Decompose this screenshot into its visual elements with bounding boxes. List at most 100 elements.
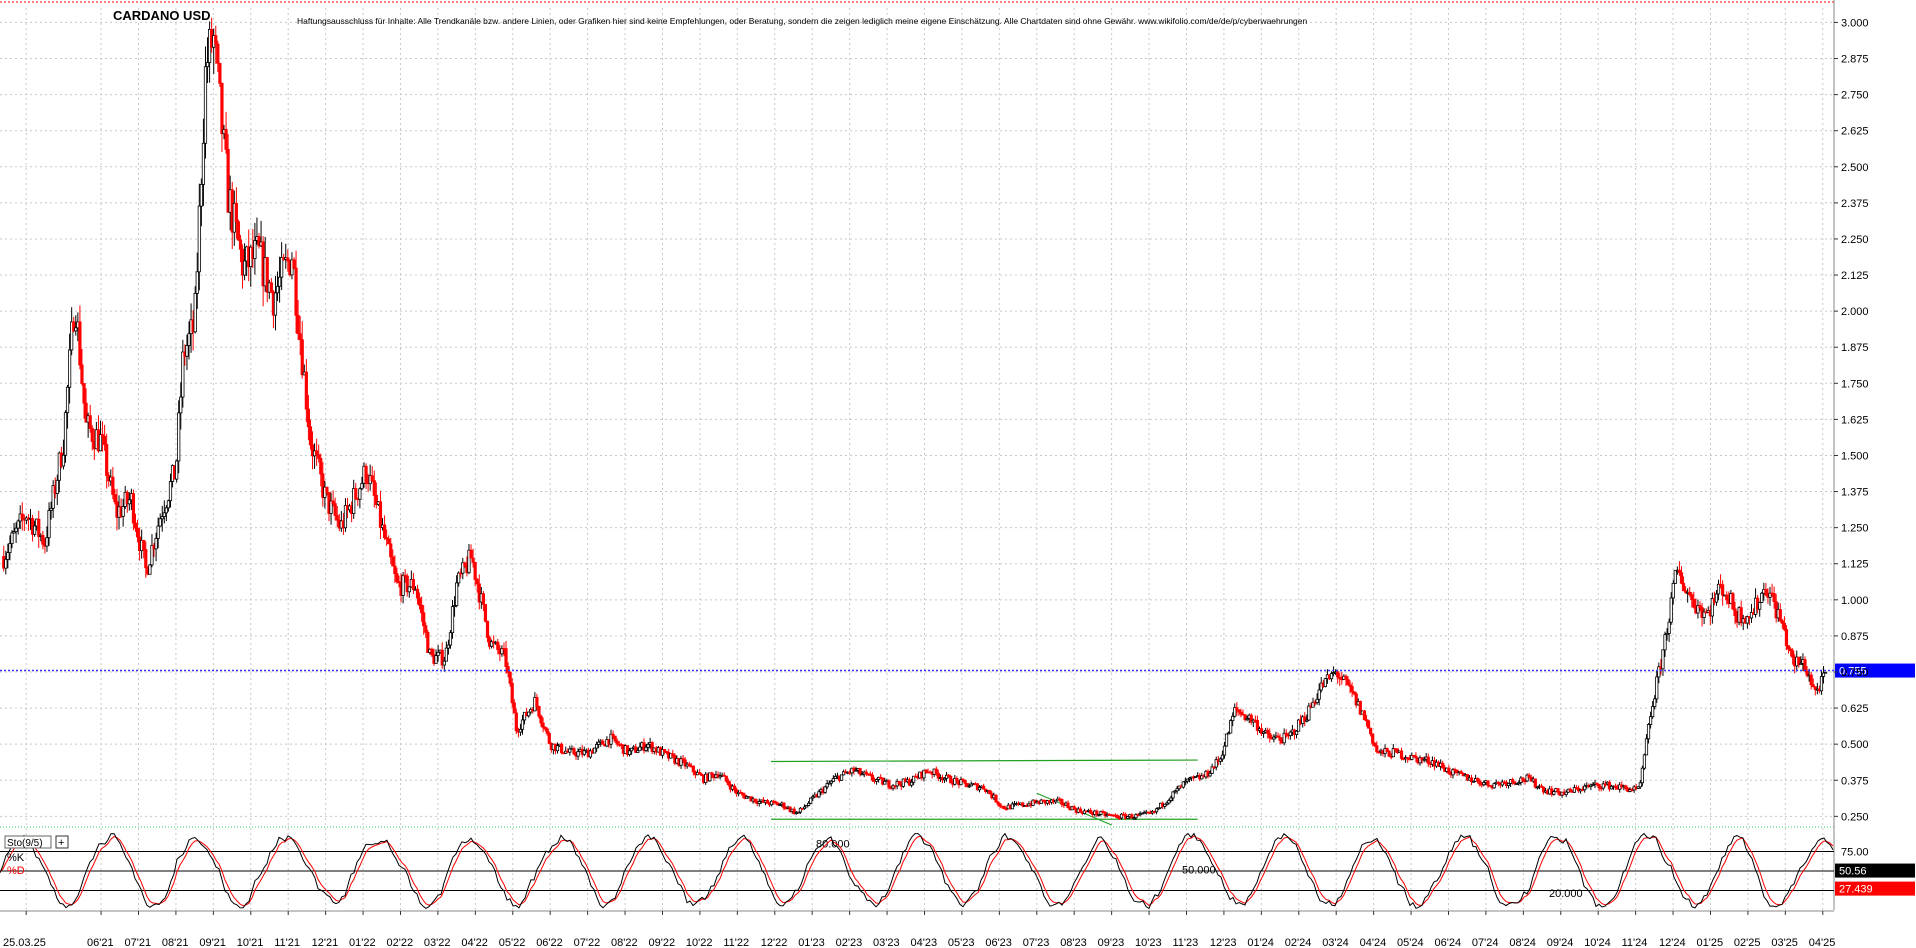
- candle-body: [292, 259, 296, 269]
- candle-body: [942, 777, 947, 781]
- x-tick-label: 25.03.25: [3, 937, 46, 948]
- candle-body: [535, 697, 539, 707]
- candle-body: [1354, 693, 1358, 706]
- candle-body: [280, 257, 284, 278]
- indicator-expand-button[interactable]: [55, 835, 69, 849]
- candle-body: [481, 593, 485, 605]
- candle-body: [541, 722, 545, 728]
- candle-body: [1134, 814, 1138, 819]
- candle-body: [179, 396, 183, 414]
- x-tick-label: 10'23: [1135, 937, 1162, 948]
- candle-body: [1655, 676, 1659, 700]
- candle-body: [1683, 590, 1688, 593]
- candle-body: [870, 774, 875, 781]
- candle-body: [1284, 732, 1288, 736]
- candle-body: [572, 748, 576, 755]
- horizontal-lines: 0.755: [0, 663, 1915, 678]
- candle-body: [1646, 724, 1651, 740]
- candle-body: [1245, 718, 1249, 721]
- x-tick-label: 12'21: [312, 937, 339, 948]
- candle-body: [47, 510, 51, 539]
- candle-body: [1089, 809, 1093, 814]
- candle-body: [1115, 815, 1120, 819]
- candle-body: [1791, 650, 1795, 658]
- candle-body: [216, 43, 220, 64]
- candle-body: [277, 276, 282, 287]
- candle-body: [477, 583, 481, 603]
- candle-body: [195, 271, 199, 294]
- candle-body: [1525, 774, 1529, 782]
- candle-body: [201, 142, 206, 185]
- candle-body: [506, 666, 510, 673]
- x-tick-label: 09'22: [648, 937, 675, 948]
- candle-body: [1163, 803, 1167, 807]
- candle-body: [57, 452, 61, 481]
- candle-body: [1010, 803, 1015, 810]
- candle-body: [84, 402, 88, 423]
- candle-body: [1803, 659, 1807, 672]
- x-tick-label: 07'24: [1472, 937, 1499, 948]
- candle-body: [1362, 710, 1367, 721]
- y-tick-label: 1.875: [1841, 342, 1869, 354]
- candle-body: [934, 768, 938, 774]
- candle-body: [646, 743, 650, 748]
- candle-body: [415, 588, 420, 599]
- candle-body: [1220, 754, 1225, 760]
- x-tick-label: 10'24: [1584, 937, 1611, 948]
- candle-body: [1385, 748, 1389, 752]
- candle-body: [1624, 785, 1628, 789]
- candle-body: [710, 772, 714, 775]
- candle-body: [387, 538, 391, 545]
- candle-body: [1657, 666, 1661, 678]
- candle-body: [12, 531, 16, 534]
- candle-body: [199, 184, 203, 207]
- candle-body: [922, 769, 926, 779]
- candle-body: [1224, 733, 1229, 747]
- candle-body: [1663, 634, 1667, 651]
- candle-body: [1410, 754, 1414, 760]
- candle-body: [20, 513, 24, 520]
- candle-body: [1377, 751, 1381, 754]
- indicator-label-box[interactable]: [4, 835, 52, 849]
- candle-body: [1229, 720, 1233, 734]
- candle-body: [1673, 569, 1677, 584]
- candle-body: [329, 500, 333, 514]
- candle-body: [164, 507, 168, 514]
- candle-body: [1249, 714, 1253, 723]
- candle-body: [811, 796, 815, 799]
- candle-body: [1422, 758, 1426, 761]
- y-tick-label: 2.000: [1841, 306, 1869, 318]
- x-tick-label: 01'23: [798, 937, 825, 948]
- candle-body: [1078, 808, 1082, 813]
- candle-body: [335, 515, 339, 521]
- candle-body: [333, 503, 337, 516]
- candle-body: [393, 565, 397, 575]
- candle-body: [1768, 592, 1772, 598]
- candle-body: [397, 581, 401, 584]
- candle-body: [829, 780, 833, 784]
- candle-body: [1739, 607, 1743, 624]
- candle-body: [4, 558, 8, 569]
- candle-body: [852, 767, 856, 772]
- candle-body: [776, 802, 780, 806]
- candle-body: [615, 740, 619, 745]
- candle-body: [158, 518, 162, 527]
- candle-body: [1651, 706, 1655, 718]
- stoch-inner-label: 50.000: [1182, 864, 1216, 876]
- candle-body: [1391, 748, 1395, 758]
- candle-body: [650, 742, 654, 752]
- candle-body: [168, 481, 173, 502]
- candle-body: [1119, 813, 1124, 819]
- candle-body: [407, 586, 411, 593]
- candle-body: [611, 733, 615, 737]
- y-tick-label: 2.125: [1841, 270, 1869, 282]
- candle-body: [1799, 663, 1803, 666]
- candle-body: [1214, 759, 1218, 768]
- candle-body: [1556, 788, 1560, 793]
- candle-body: [1169, 797, 1173, 801]
- candle-body: [609, 733, 613, 745]
- candle-body: [452, 605, 457, 608]
- candle-body: [1821, 672, 1826, 677]
- stoch-level-label: 75.00: [1841, 847, 1869, 859]
- k-value-tag: [1835, 863, 1915, 878]
